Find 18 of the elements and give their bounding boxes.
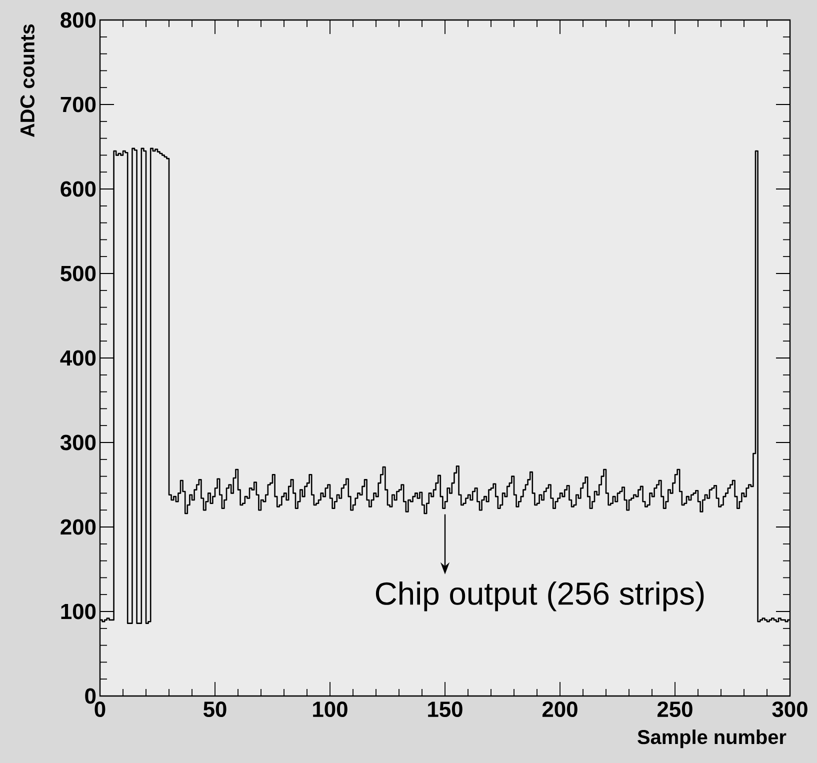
- x-tick-label: 50: [203, 702, 226, 718]
- x-tick-label: 200: [542, 702, 578, 718]
- y-tick-label: 400: [60, 350, 96, 366]
- x-tick-label: 300: [772, 702, 808, 718]
- y-tick-label: 0: [85, 688, 96, 704]
- annotation: Chip output (256 strips): [376, 582, 704, 612]
- x-tick-label: 250: [657, 702, 692, 718]
- y-tick-label: 100: [61, 604, 96, 620]
- y-tick-label: 800: [60, 12, 96, 28]
- x-axis-title: Sample number: [638, 730, 786, 748]
- x-tick-label: 150: [428, 702, 462, 718]
- y-tick-label: 500: [60, 266, 96, 282]
- y-tick-label: 600: [60, 181, 96, 197]
- y-axis-title: ADC counts: [20, 24, 34, 138]
- y-tick-label: 200: [60, 519, 96, 535]
- y-tick-label: 700: [60, 96, 96, 112]
- y-tick-label: 300: [60, 434, 96, 450]
- x-tick-label: 100: [313, 702, 348, 718]
